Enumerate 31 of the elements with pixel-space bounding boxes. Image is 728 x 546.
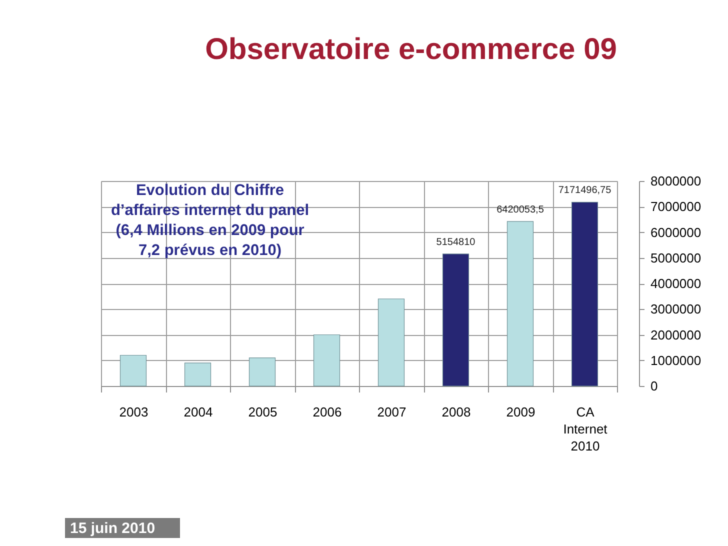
bar — [184, 362, 212, 386]
y-tick-label: 0 — [650, 378, 658, 394]
text: 15 juin 2010 — [70, 520, 156, 537]
y-tick-label: 4000000 — [650, 276, 702, 291]
bar — [571, 202, 598, 386]
y-tick-label: 1000000 — [650, 352, 702, 368]
x-tick-label: 2003 — [119, 404, 148, 420]
x-tick-label: 2005 — [248, 404, 278, 420]
bar — [120, 354, 147, 386]
y-tick-label: 3000000 — [650, 302, 702, 317]
bar — [378, 298, 405, 386]
x-tick-label: 2004 — [184, 404, 213, 420]
data-label: 6420053,5 — [496, 204, 544, 216]
bar — [313, 334, 340, 386]
x-tick-label: CA Internet 2010 — [563, 404, 608, 454]
x-tick-label: 2007 — [377, 404, 406, 420]
x-tick-label: 2008 — [442, 404, 471, 420]
y-tick-label: 7000000 — [650, 199, 702, 214]
bar — [248, 358, 276, 386]
bar — [506, 221, 534, 386]
annotation: Evolution du Chiffre d’affaires internet du panel (6,4 Millions en 2009 pour 7,2 prévus en 2010) — [110, 182, 310, 259]
y-tick-label: 8000000 — [650, 174, 702, 188]
x-tick-label: 2006 — [312, 404, 342, 420]
x-tick-label: 2009 — [506, 404, 536, 420]
y-tick-label: 2000000 — [650, 327, 702, 342]
bar — [442, 254, 470, 386]
y-tick-label: 5000000 — [650, 250, 702, 266]
data-label: 7171496,75 — [558, 185, 612, 196]
data-label: 5154810 — [436, 236, 476, 248]
y-tick-label: 6000000 — [650, 224, 702, 240]
chart-title: Observatoire e-commerce 09 — [205, 33, 617, 66]
